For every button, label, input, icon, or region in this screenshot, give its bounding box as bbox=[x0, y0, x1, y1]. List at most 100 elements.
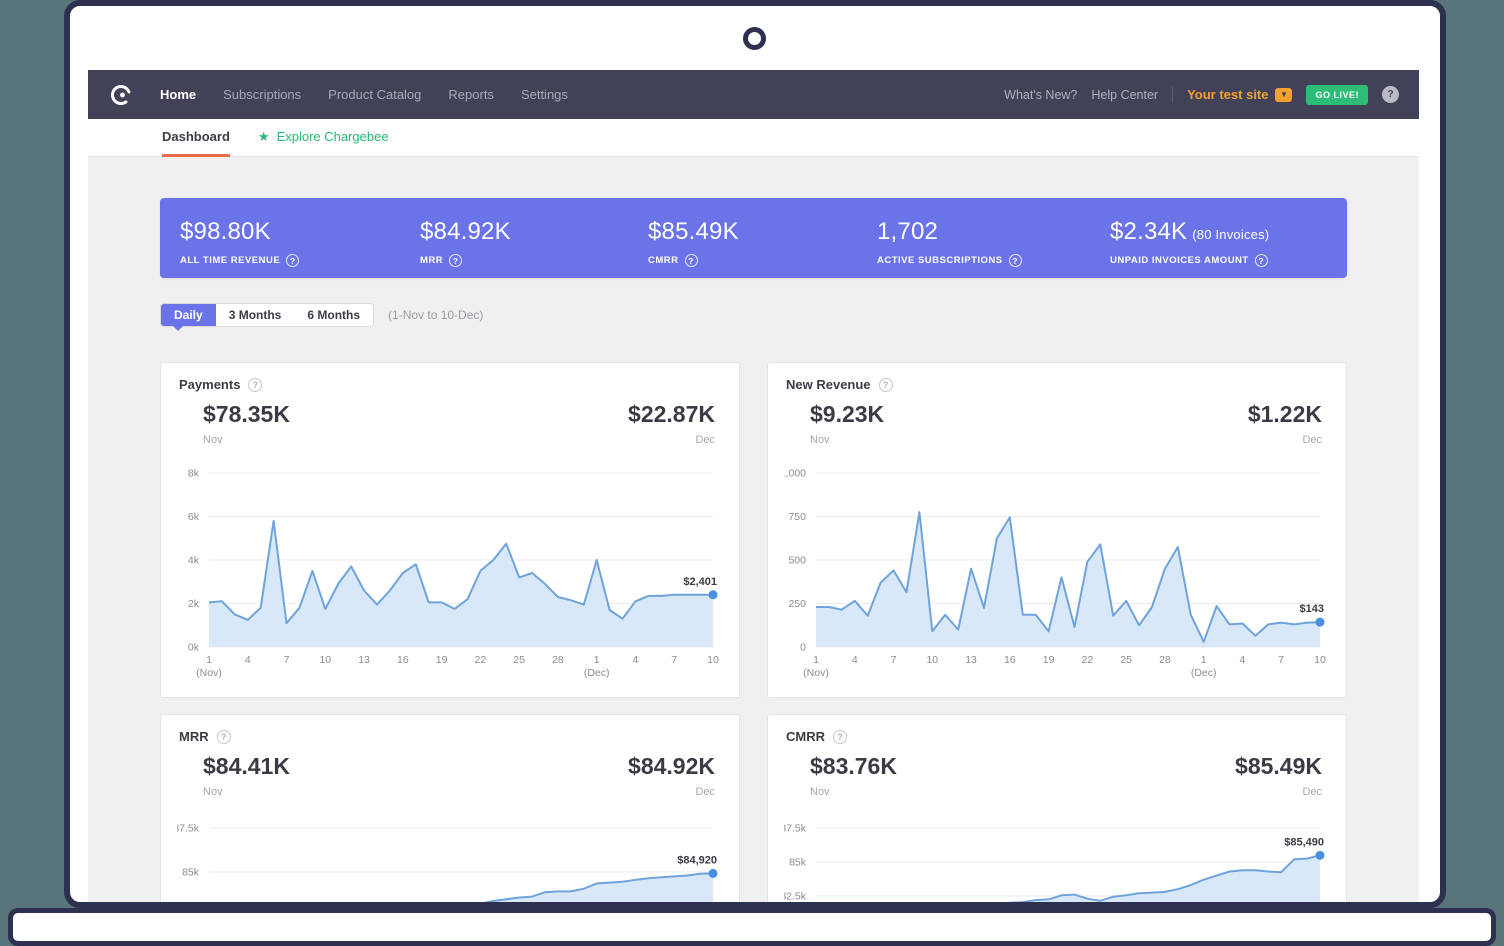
last-point-label: $85,490 bbox=[1284, 836, 1324, 848]
x-tick-label: 19 bbox=[436, 654, 448, 666]
x-tick-label: 16 bbox=[397, 654, 409, 666]
x-tick-label: 10 bbox=[926, 654, 938, 666]
period-option-3-months[interactable]: 3 Months bbox=[216, 304, 295, 326]
y-tick-label: 4k bbox=[188, 555, 200, 567]
help-icon[interactable]: ? bbox=[1255, 254, 1268, 267]
laptop-base bbox=[8, 908, 1496, 946]
stat-value: $84.92K bbox=[420, 218, 511, 246]
site-switcher[interactable]: Your test site ▼ bbox=[1187, 87, 1292, 102]
card-title-label: CMRR bbox=[786, 729, 825, 744]
stat-label: UNPAID INVOICES AMOUNT bbox=[1110, 255, 1249, 266]
stat-active-subscriptions: 1,702ACTIVE SUBSCRIPTIONS? bbox=[877, 218, 1022, 267]
help-icon[interactable]: ? bbox=[1009, 254, 1022, 267]
nav-item-subscriptions[interactable]: Subscriptions bbox=[223, 87, 301, 102]
x-month-label: (Dec) bbox=[1191, 667, 1217, 679]
period-option-daily[interactable]: Daily bbox=[161, 304, 216, 326]
card-title: CMRR ? bbox=[786, 729, 847, 744]
period-option-6-months[interactable]: 6 Months bbox=[294, 304, 373, 326]
y-tick-label: 0k bbox=[188, 642, 200, 654]
nov-summary: $9.23K Nov bbox=[810, 401, 884, 446]
site-name: Your test site bbox=[1187, 87, 1268, 102]
x-tick-label: 10 bbox=[1314, 654, 1326, 666]
help-icon[interactable]: ? bbox=[217, 730, 231, 744]
chevron-down-icon: ▼ bbox=[1275, 88, 1292, 102]
dec-value: $85.49K bbox=[1235, 753, 1322, 780]
nav-item-settings[interactable]: Settings bbox=[521, 87, 568, 102]
x-month-label: (Nov) bbox=[196, 667, 222, 679]
dec-label: Dec bbox=[1248, 434, 1322, 446]
y-tick-label: 87.5k bbox=[177, 823, 200, 835]
nav-item-product-catalog[interactable]: Product Catalog bbox=[328, 87, 421, 102]
help-icon[interactable]: ? bbox=[248, 378, 262, 392]
stat-cmrr: $85.49KCMRR? bbox=[648, 218, 739, 267]
x-tick-label: 1 bbox=[813, 654, 819, 666]
webcam-icon bbox=[743, 27, 766, 50]
go-live-button[interactable]: GO LIVE! bbox=[1306, 85, 1368, 105]
x-tick-label: 22 bbox=[475, 654, 487, 666]
star-icon: ★ bbox=[258, 130, 270, 143]
y-tick-label: 8k bbox=[188, 468, 200, 480]
dec-value: $22.87K bbox=[628, 401, 715, 428]
dec-summary: $1.22K Dec bbox=[1248, 401, 1322, 446]
stat-label: MRR bbox=[420, 255, 443, 266]
help-icon[interactable]: ? bbox=[449, 254, 462, 267]
dec-value: $84.92K bbox=[628, 753, 715, 780]
dec-label: Dec bbox=[628, 786, 715, 798]
help-icon[interactable]: ? bbox=[879, 378, 893, 392]
x-tick-label: 7 bbox=[671, 654, 677, 666]
period-segmented-control: Daily3 Months6 Months bbox=[160, 303, 374, 327]
chargebee-logo-icon[interactable] bbox=[108, 82, 134, 108]
help-icon[interactable]: ? bbox=[833, 730, 847, 744]
help-center-link[interactable]: Help Center bbox=[1091, 88, 1158, 102]
x-tick-label: 13 bbox=[965, 654, 977, 666]
nov-summary: $84.41K Nov bbox=[203, 753, 290, 798]
laptop-screen: Home Subscriptions Product Catalog Reports S… bbox=[64, 0, 1446, 908]
y-tick-label: 6k bbox=[188, 511, 200, 523]
whats-new-link[interactable]: What's New? bbox=[1004, 88, 1077, 102]
dashboard-body: $98.80KALL TIME REVENUE?$84.92KMRR?$85.4… bbox=[88, 157, 1419, 908]
last-point-dot[interactable] bbox=[709, 869, 718, 878]
tab-dashboard[interactable]: Dashboard bbox=[162, 119, 230, 157]
last-point-dot[interactable] bbox=[1316, 618, 1325, 627]
nov-label: Nov bbox=[810, 786, 897, 798]
nav-item-home[interactable]: Home bbox=[160, 87, 196, 102]
dec-summary: $85.49K Dec bbox=[1235, 753, 1322, 798]
new-revenue-chart: 1,00075050025001(Nov)47101316192225281(D… bbox=[784, 463, 1334, 699]
help-icon[interactable]: ? bbox=[685, 254, 698, 267]
help-icon[interactable]: ? bbox=[286, 254, 299, 267]
x-tick-label: 1 bbox=[594, 654, 600, 666]
payments-card: Payments ? $78.35K Nov $22.87K Dec 8k6k4… bbox=[160, 362, 740, 698]
payments-chart: 8k6k4k2k0k1(Nov)47101316192225281(Dec)47… bbox=[177, 463, 727, 699]
last-point-dot[interactable] bbox=[1316, 851, 1325, 860]
help-icon[interactable]: ? bbox=[1382, 86, 1399, 103]
y-tick-label: 85k bbox=[182, 867, 200, 879]
cmrr-chart: 87.5k85k82.5k80k1(Nov)47101316192225281(… bbox=[784, 815, 1334, 908]
stat-value: $85.49K bbox=[648, 218, 739, 246]
desktop-background: Home Subscriptions Product Catalog Reports S… bbox=[0, 0, 1504, 946]
y-tick-label: 85k bbox=[789, 857, 807, 869]
card-title: MRR ? bbox=[179, 729, 231, 744]
date-range-label: (1-Nov to 10-Dec) bbox=[388, 308, 483, 322]
x-tick-label: 28 bbox=[552, 654, 564, 666]
chargebee-app: Home Subscriptions Product Catalog Reports S… bbox=[88, 70, 1419, 908]
card-title-label: Payments bbox=[179, 377, 240, 392]
x-month-label: (Dec) bbox=[584, 667, 610, 679]
x-tick-label: 1 bbox=[206, 654, 212, 666]
dec-summary: $84.92K Dec bbox=[628, 753, 715, 798]
stats-banner: $98.80KALL TIME REVENUE?$84.92KMRR?$85.4… bbox=[160, 198, 1347, 278]
nov-value: $78.35K bbox=[203, 401, 290, 428]
card-title-label: New Revenue bbox=[786, 377, 871, 392]
nov-label: Nov bbox=[810, 434, 884, 446]
stat-label: ACTIVE SUBSCRIPTIONS bbox=[877, 255, 1003, 266]
tab-explore-chargebee[interactable]: ★ Explore Chargebee bbox=[258, 119, 389, 157]
last-point-dot[interactable] bbox=[709, 590, 718, 599]
nov-value: $9.23K bbox=[810, 401, 884, 428]
nav-item-reports[interactable]: Reports bbox=[448, 87, 494, 102]
x-tick-label: 4 bbox=[852, 654, 858, 666]
dec-label: Dec bbox=[628, 434, 715, 446]
stat-mrr: $84.92K MRR? bbox=[420, 218, 511, 267]
x-tick-label: 7 bbox=[284, 654, 290, 666]
x-tick-label: 4 bbox=[245, 654, 251, 666]
area-fill bbox=[209, 521, 713, 647]
nov-value: $84.41K bbox=[203, 753, 290, 780]
